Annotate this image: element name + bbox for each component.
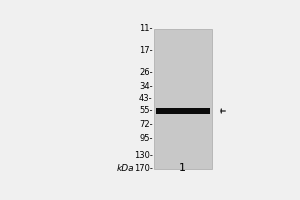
Text: 34-: 34- bbox=[139, 82, 153, 91]
Text: 170-: 170- bbox=[134, 164, 153, 173]
Text: 95-: 95- bbox=[139, 134, 153, 143]
Bar bbox=[156, 108, 209, 114]
Text: 1: 1 bbox=[179, 163, 186, 173]
Text: 26-: 26- bbox=[139, 68, 153, 77]
Text: 17-: 17- bbox=[139, 46, 153, 55]
Text: kDa: kDa bbox=[116, 164, 134, 173]
Text: 11-: 11- bbox=[139, 24, 153, 33]
Bar bbox=[154, 29, 212, 169]
Text: 43-: 43- bbox=[139, 94, 153, 103]
Text: 55-: 55- bbox=[139, 106, 153, 115]
Text: 130-: 130- bbox=[134, 151, 153, 160]
Text: 72-: 72- bbox=[139, 120, 153, 129]
